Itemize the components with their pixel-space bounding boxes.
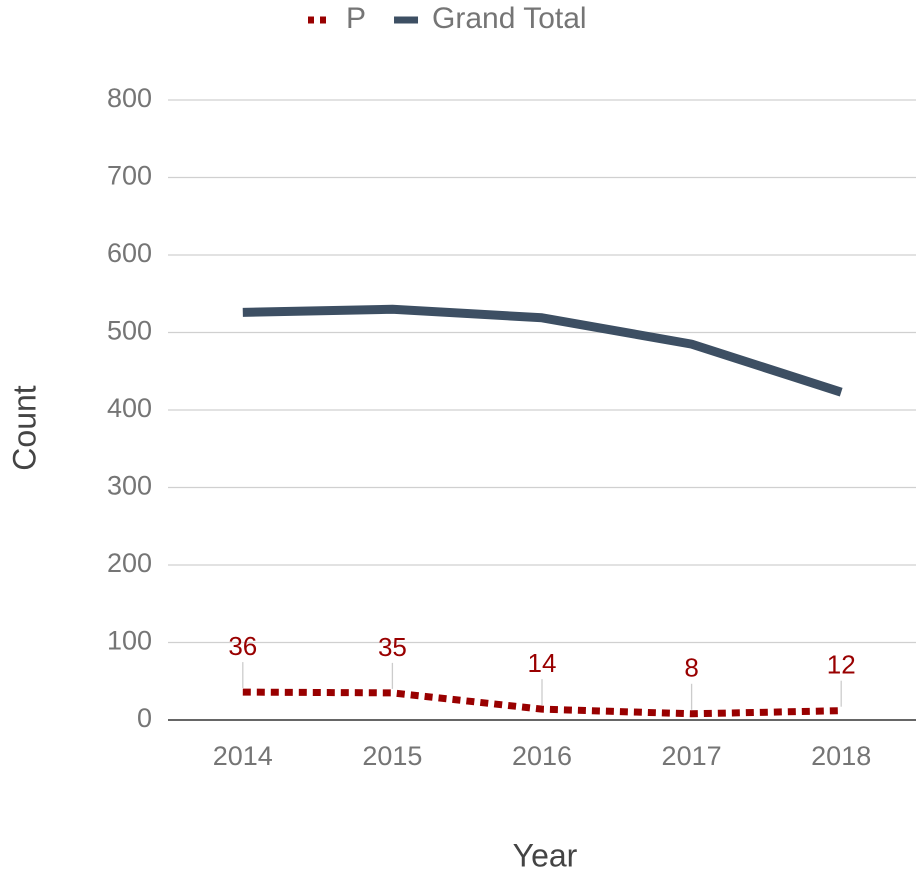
y-tick-label: 600 bbox=[107, 238, 152, 268]
data-label: 14 bbox=[528, 648, 557, 678]
x-axis-title: Year bbox=[513, 837, 578, 873]
y-tick-label: 200 bbox=[107, 548, 152, 578]
x-tick-label: 2017 bbox=[662, 741, 722, 771]
x-tick-label: 2016 bbox=[512, 741, 572, 771]
legend-label: P bbox=[346, 2, 366, 35]
y-tick-label: 700 bbox=[107, 161, 152, 191]
y-axis-title: Count bbox=[6, 385, 42, 471]
y-tick-label: 100 bbox=[107, 626, 152, 656]
y-tick-label: 400 bbox=[107, 393, 152, 423]
data-label: 8 bbox=[684, 653, 698, 683]
y-tick-label: 500 bbox=[107, 316, 152, 346]
data-label: 12 bbox=[827, 650, 856, 680]
data-label: 35 bbox=[378, 632, 407, 662]
series-line bbox=[242, 304, 843, 397]
data-label: 36 bbox=[228, 631, 257, 661]
legend: P Grand Total bbox=[308, 2, 587, 35]
x-tick-label: 2014 bbox=[213, 741, 273, 771]
x-tick-label: 2018 bbox=[811, 741, 871, 771]
y-tick-label: 0 bbox=[137, 703, 152, 733]
y-tick-label: 800 bbox=[107, 83, 152, 113]
legend-label: Grand Total bbox=[432, 2, 587, 35]
series-line bbox=[242, 688, 842, 718]
x-tick-label: 2015 bbox=[362, 741, 422, 771]
y-tick-label: 300 bbox=[107, 471, 152, 501]
